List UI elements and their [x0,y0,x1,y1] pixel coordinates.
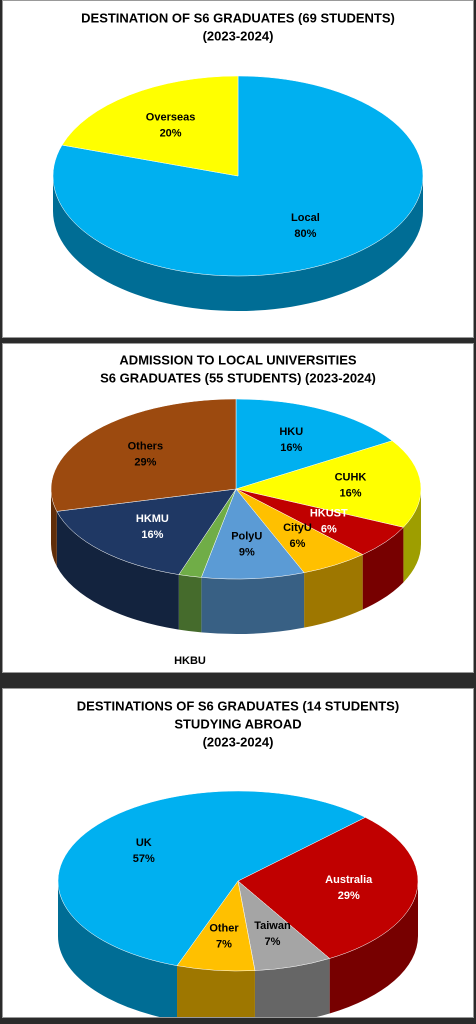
slice-label: HKUST [310,508,348,520]
slice [56,488,237,575]
slice-label: Others [128,441,163,453]
chart-panel: DESTINATION OF S6 GRADUATES (69 STUDENTS… [2,0,474,338]
slice-value-label: 57% [133,853,155,865]
slice [50,398,237,512]
chart-title: (2023-2024) [203,734,274,749]
slice-value-label: 80% [294,228,316,240]
chart: DESTINATIONS OF S6 GRADUATES (14 STUDENT… [57,698,419,1017]
chart: DESTINATION OF S6 GRADUATES (69 STUDENTS… [52,10,424,311]
slice-label: CUHK [335,471,367,483]
slice-side [254,958,330,1017]
slice [235,398,393,490]
slice-value-label: 29% [338,890,360,902]
slice [235,440,422,528]
slice-label: HKMU [136,513,169,525]
slice-label: UK [136,837,152,849]
slice-value-label: 9% [239,546,255,558]
slice [237,817,419,959]
chart-title: ADMISSION TO LOCAL UNIVERSITIES [119,352,356,367]
slice [61,75,239,177]
chart-title: DESTINATION OF S6 GRADUATES (69 STUDENTS… [81,10,395,25]
slice-side [56,511,179,630]
slice-side [201,572,305,634]
slice [57,790,366,966]
slice-value-label: 7% [216,938,232,950]
slice-side [329,881,418,1014]
slice-value-label: 16% [280,442,302,454]
slice-label: CityU [283,522,312,534]
slice-value-label: 16% [339,487,361,499]
slice-side [403,489,421,583]
slice-value-label: 6% [290,538,306,550]
slice-value-label: 2% [182,671,198,672]
slice-value-label: 7% [265,936,281,948]
slice-label: Australia [325,874,373,886]
slice-side [177,965,255,1017]
slice-label: HKBU [174,655,206,667]
chart-panel: ADMISSION TO LOCAL UNIVERSITIES S6 GRADUA… [2,343,474,673]
slice-value-label: 20% [160,128,182,140]
slice-side [178,574,202,633]
slice-value-label: 29% [134,457,156,469]
slice-side [362,527,404,610]
slice-side [304,554,363,628]
slice [200,488,305,580]
slice-label: Local [291,212,320,224]
slice-side [51,489,57,567]
chart-title: (2023-2024) [203,28,274,43]
slice-value-label: 16% [141,529,163,541]
slice-side [58,881,178,1017]
slice-label: HKU [279,426,303,438]
chart-title: S6 GRADUATES (55 STUDENTS) (2023-2024) [100,370,376,385]
chart-title: STUDYING ABROAD [174,716,301,731]
slice-label: Overseas [146,112,196,124]
slice-label: PolyU [231,530,262,542]
chart-panel: DESTINATIONS OF S6 GRADUATES (14 STUDENT… [2,688,474,1018]
slice-side [53,176,423,311]
slice-label: Taiwan [254,920,291,932]
chart-title: DESTINATIONS OF S6 GRADUATES (14 STUDENT… [77,698,399,713]
slice-value-label: 6% [321,524,337,536]
slice-label: Other [209,922,239,934]
chart: ADMISSION TO LOCAL UNIVERSITIES S6 GRADUA… [50,352,422,672]
